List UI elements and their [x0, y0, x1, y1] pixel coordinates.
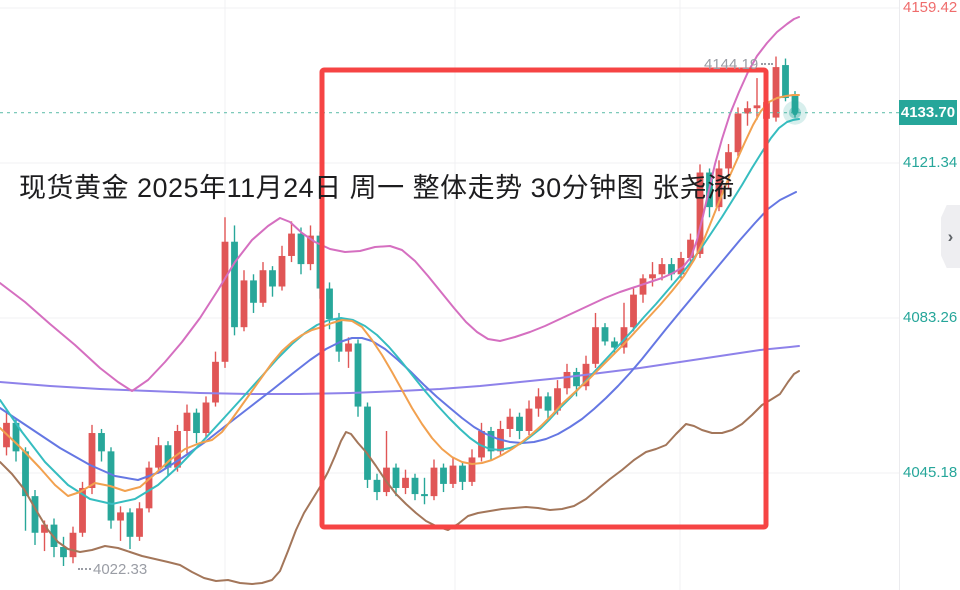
candle-down — [269, 270, 276, 287]
candle-up — [554, 388, 561, 411]
chevron-right-icon: › — [947, 227, 954, 246]
ma-cyan — [0, 118, 800, 505]
candle-down — [31, 496, 39, 533]
candle-down — [231, 241, 238, 328]
candle-down — [164, 445, 172, 468]
candle-down — [193, 412, 200, 434]
candle-up — [696, 172, 704, 254]
candle-up — [278, 255, 286, 287]
candle-up — [753, 105, 761, 109]
candle-up — [145, 467, 153, 509]
candle-up — [630, 294, 637, 328]
candle-up — [772, 67, 780, 118]
candle-down — [487, 430, 495, 452]
candle-up — [563, 371, 571, 389]
candle-up — [658, 264, 666, 275]
candle-down — [250, 280, 257, 303]
candle-up — [734, 113, 742, 153]
candle-down — [354, 343, 362, 407]
candle-up — [259, 270, 267, 303]
candle-up — [715, 168, 723, 208]
price-tick-4159: 4159.42 — [903, 0, 958, 16]
candle-down — [611, 341, 618, 348]
price-tick-4083: 4083.26 — [903, 309, 958, 326]
candle-up — [449, 465, 457, 484]
candle-down — [459, 465, 466, 482]
band-upper-magenta — [0, 16, 800, 392]
price-tick-4045: 4045.18 — [903, 464, 958, 481]
candle-down — [573, 371, 580, 387]
candle-up — [174, 430, 181, 468]
candle-up — [221, 241, 229, 362]
candle-down — [326, 288, 333, 320]
candle-up — [430, 467, 438, 497]
candle-down — [22, 451, 29, 497]
price-axis-separator — [899, 0, 900, 590]
candle-up — [592, 327, 599, 364]
candle-up — [307, 235, 314, 265]
candle-up — [620, 327, 628, 348]
price-pulse-dot — [792, 110, 798, 116]
candle-up — [41, 524, 48, 533]
ma-blue — [0, 191, 797, 481]
ma-orange — [0, 94, 800, 497]
marked-low-label: 4022.33 — [78, 561, 147, 578]
marked-high-label: 4144.19 — [704, 56, 773, 73]
candle-up — [468, 457, 476, 482]
candle-up — [79, 487, 86, 533]
panel-expand-tab[interactable]: › — [941, 205, 960, 268]
candle-up — [88, 433, 96, 488]
candle-down — [601, 327, 609, 342]
candle-up — [725, 152, 732, 169]
chart-title: 现货黄金 2025年11月24日 周一 整体走势 30分钟图 张尧浠 — [19, 173, 735, 203]
ma-purple — [0, 345, 800, 395]
candle-up — [136, 508, 143, 537]
candle-down — [297, 233, 305, 265]
candle-down — [544, 396, 552, 411]
candle-down — [392, 467, 400, 488]
highlight-box — [319, 67, 769, 530]
candle-down — [373, 479, 381, 493]
candle-up — [155, 445, 162, 468]
candle-up — [525, 408, 533, 431]
candle-up — [649, 274, 656, 279]
candle-down — [791, 95, 799, 113]
candle-up — [212, 361, 219, 403]
candle-up — [345, 343, 352, 352]
candle-up — [677, 258, 685, 275]
candle-up — [240, 280, 248, 328]
candle-down — [12, 422, 20, 452]
candle-up — [183, 412, 191, 431]
band-lower-brown — [0, 370, 800, 585]
candle-down — [516, 416, 523, 431]
candle-up — [744, 108, 751, 114]
price-tick-4121: 4121.34 — [903, 154, 958, 171]
candle-down — [782, 65, 789, 99]
candle-up — [506, 416, 514, 429]
candle-up — [639, 278, 647, 295]
candle-down — [60, 547, 67, 558]
current-price-badge: 4133.70 — [899, 100, 957, 125]
candle-up — [383, 467, 390, 493]
candle-up — [117, 512, 124, 521]
candle-up — [402, 477, 409, 488]
candle-up — [687, 239, 694, 259]
candle-up — [288, 233, 295, 256]
candle-down — [335, 319, 343, 352]
candle-down — [440, 467, 447, 484]
candle-down — [668, 264, 675, 275]
candle-up — [202, 402, 210, 434]
candle-down — [98, 433, 105, 452]
candle-down — [126, 512, 134, 537]
candle-up — [478, 430, 485, 458]
candle-down — [364, 406, 371, 480]
candle-down — [411, 477, 419, 495]
candle-up — [535, 396, 542, 409]
candle-down — [421, 494, 428, 497]
candle-up — [69, 532, 77, 558]
